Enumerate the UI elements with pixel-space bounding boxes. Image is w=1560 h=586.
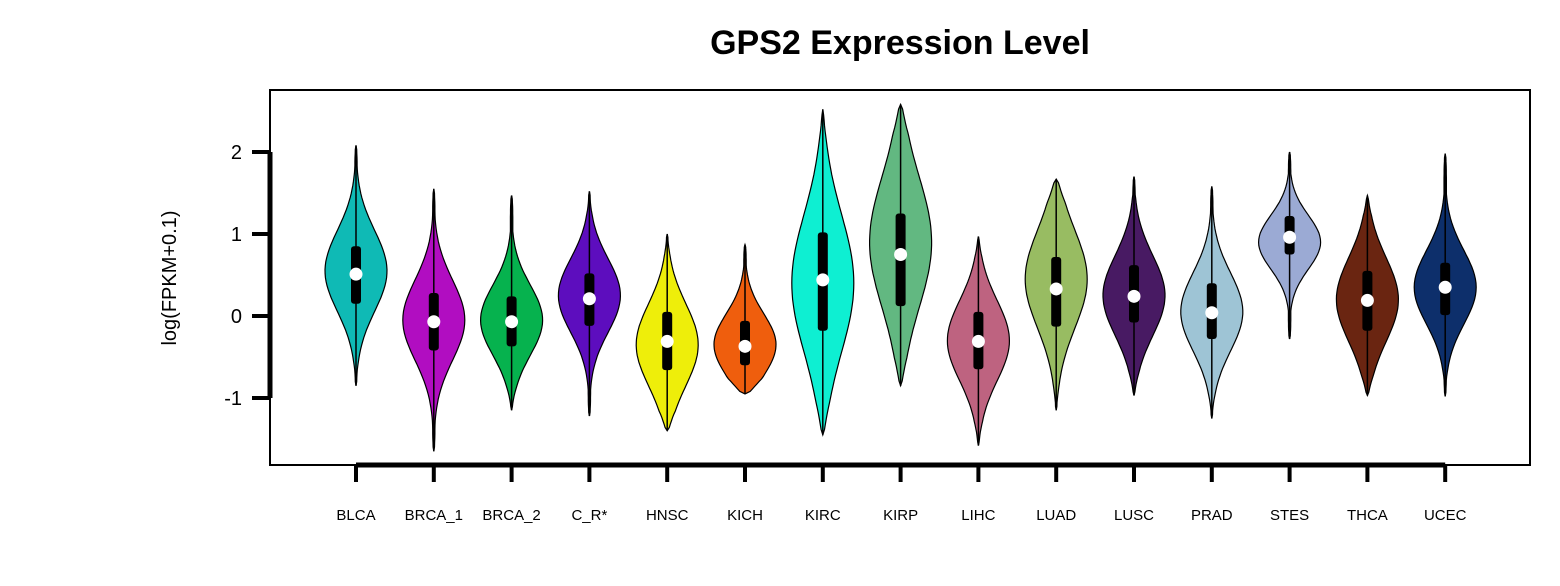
y-tick-label: 1 — [231, 224, 242, 246]
x-tick-label: PRAD — [1191, 507, 1233, 524]
violin-thca — [1335, 193, 1400, 398]
violin-median-point — [1438, 280, 1452, 294]
violin-brca-1 — [402, 188, 466, 452]
x-tick-label: C_R* — [571, 507, 607, 524]
x-tick-label: BRCA_2 — [482, 507, 540, 524]
y-axis: 2 1 0 -1 — [224, 142, 273, 410]
violin-median-point — [582, 292, 596, 306]
x-tick-label: STES — [1270, 507, 1309, 524]
y-tick-label: -1 — [224, 388, 242, 410]
violin-median-point — [1360, 293, 1374, 307]
y-axis-label: log(FPKM+0.1) — [159, 210, 181, 345]
y-tick-label: 2 — [231, 142, 242, 164]
violin-median-point — [505, 315, 519, 329]
violin-luad — [1024, 177, 1088, 411]
violin-brca-2 — [479, 195, 544, 411]
x-tick-label: KIRC — [805, 507, 841, 524]
violin-median-point — [349, 267, 363, 281]
violin-stes — [1257, 151, 1322, 340]
x-tick-label: BLCA — [336, 507, 375, 524]
violin-kich — [713, 242, 777, 395]
violin-median-point — [660, 334, 674, 348]
violin-median-point — [427, 315, 441, 329]
x-tick-label: LIHC — [961, 507, 995, 524]
violin-median-point — [816, 273, 830, 287]
x-tick-label: HNSC — [646, 507, 689, 524]
chart-title: GPS2 Expression Level — [710, 24, 1090, 62]
x-tick-label: LUAD — [1036, 507, 1076, 524]
y-tick-label: 0 — [231, 306, 242, 328]
violin-lusc — [1102, 176, 1166, 396]
violin-prad — [1180, 186, 1244, 419]
violin-median-point — [738, 339, 752, 353]
violin-kirc — [791, 109, 855, 437]
violin-c-r- — [557, 191, 622, 417]
violin-hnsc — [635, 233, 699, 432]
x-tick-label: KICH — [727, 507, 763, 524]
violin-layer — [324, 102, 1477, 452]
violin-median-point — [971, 334, 985, 348]
violin-median-point — [1205, 306, 1219, 320]
violin-blca — [324, 145, 388, 386]
x-tick-label: BRCA_1 — [405, 507, 463, 524]
x-tick-label: UCEC — [1424, 507, 1467, 524]
x-tick-label: THCA — [1347, 507, 1388, 524]
violin-lihc — [946, 236, 1011, 446]
violin-median-point — [1049, 282, 1063, 296]
violin-median-point — [894, 248, 908, 261]
violin-median-point — [1283, 230, 1297, 244]
x-tick-label: LUSC — [1114, 507, 1154, 524]
x-axis: BLCA BRCA_1 BRCA_2 C_R* HNSC KICH KIRC KIRP LIHC… — [336, 462, 1467, 524]
violin-ucec — [1413, 153, 1477, 397]
x-tick-label: KIRP — [883, 507, 918, 524]
violin-kirp — [869, 102, 933, 388]
violin-median-point — [1127, 289, 1141, 303]
